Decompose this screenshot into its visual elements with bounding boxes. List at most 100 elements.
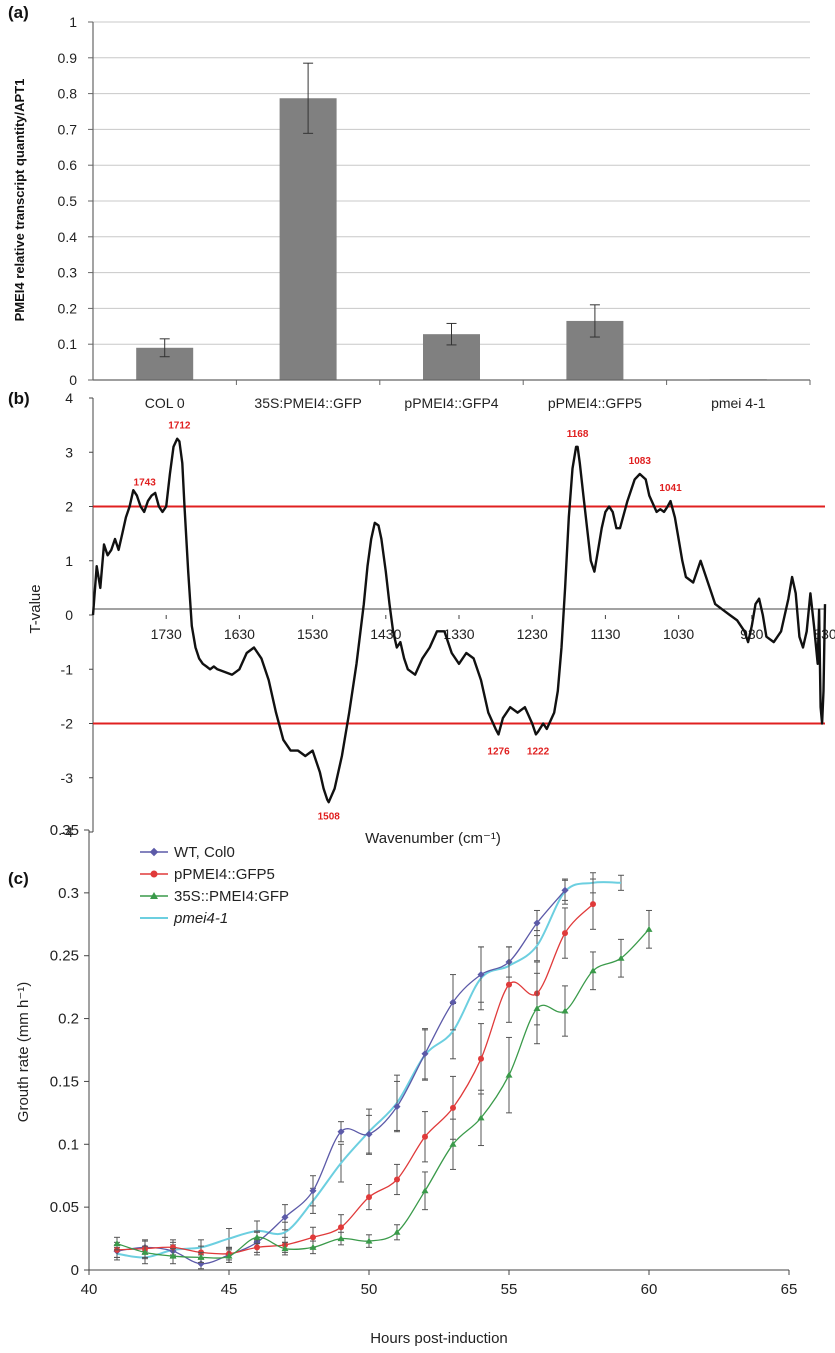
data-point <box>310 1234 316 1241</box>
category-label: pPMEI4::GFP4 <box>404 395 498 411</box>
panel-c-y-ticks: 0 0.05 0.1 0.15 0.2 0.25 0.3 0.35 <box>50 822 89 1279</box>
data-point <box>253 1233 261 1240</box>
panel-b-line-chart: (b) T-value -4 -3 -2 -1 0 1 2 3 4 1730 1630 1530 14… <box>8 389 835 847</box>
data-point <box>422 1133 428 1140</box>
category-label: 35S:PMEI4::GFP <box>254 395 361 411</box>
data-point <box>590 901 596 908</box>
y-tick-label: 0.3 <box>58 265 78 281</box>
data-point <box>505 1071 513 1078</box>
y-tick-label: 2 <box>65 499 73 515</box>
legend-item-wt-col0: WT, Col0 <box>140 844 235 861</box>
data-point <box>450 1104 456 1111</box>
data-point <box>394 1176 400 1183</box>
panel-a-y-ticks: 0 0.1 0.2 0.3 0.4 0.5 0.6 0.7 0.8 0.9 1 <box>58 14 93 388</box>
y-tick-label: 0.6 <box>58 157 78 173</box>
x-tick-label: 1430 <box>370 626 401 642</box>
y-tick-label: 0.2 <box>58 1011 79 1028</box>
series-35s-pmei4-gfp <box>113 909 653 1265</box>
panel-c-label: (c) <box>8 869 29 888</box>
y-tick-label: -3 <box>61 770 74 786</box>
y-tick-label: -1 <box>61 661 74 677</box>
category-label: pPMEI4::GFP5 <box>548 395 642 411</box>
data-point <box>169 1252 177 1259</box>
data-point <box>281 1245 289 1252</box>
series-wt-col0 <box>113 879 569 1270</box>
bar <box>279 98 337 380</box>
y-tick-label: 1 <box>69 14 77 30</box>
panel-b-x-ticks: 1730 1630 1530 1430 1330 1230 1130 1030 930 830 <box>151 615 835 642</box>
data-point <box>366 1194 372 1201</box>
panel-b-threshold-lines <box>93 505 825 725</box>
series-ppmei4-gfp5 <box>114 878 596 1261</box>
peak-label: 1222 <box>527 746 550 757</box>
panel-b-label: (b) <box>8 389 30 408</box>
circle-marker-icon <box>150 870 158 878</box>
x-tick-label: 1030 <box>663 626 694 642</box>
legend-label: pmei4-1 <box>173 910 228 927</box>
data-point <box>449 1140 457 1147</box>
y-tick-label: 0.1 <box>58 1136 79 1153</box>
panel-b-t-value-curve <box>91 437 827 804</box>
data-point <box>337 1235 345 1242</box>
data-point <box>478 1055 484 1062</box>
data-point <box>589 967 597 974</box>
x-tick-label: 1630 <box>224 626 255 642</box>
y-tick-label: 1 <box>65 553 73 569</box>
legend-label: WT, Col0 <box>174 844 235 861</box>
legend-label: pPMEI4::GFP5 <box>174 866 275 883</box>
panel-c-series <box>113 872 653 1270</box>
triangle-marker-icon <box>150 892 158 899</box>
y-tick-label: 4 <box>65 390 73 406</box>
panel-b-x-axis-title: Wavenumber (cm⁻¹) <box>365 830 501 847</box>
y-tick-label: -2 <box>61 716 74 732</box>
data-point <box>338 1224 344 1231</box>
peak-label: 1041 <box>659 483 682 494</box>
y-tick-label: 0.8 <box>58 86 78 102</box>
y-tick-label: 0.25 <box>50 948 79 965</box>
panel-a-bar-chart: (a) PMEI4 relative transcript quantity/A… <box>8 3 811 411</box>
x-tick-label: 60 <box>641 1281 658 1298</box>
x-tick-label: 55 <box>501 1281 518 1298</box>
legend-item-pmei4-1: pmei4-1 <box>140 910 228 927</box>
data-point <box>533 919 541 927</box>
peak-label: 1168 <box>567 429 589 440</box>
data-point <box>533 1005 541 1012</box>
data-point <box>197 1253 205 1260</box>
data-point <box>561 886 569 894</box>
diamond-marker-icon <box>149 847 159 857</box>
y-tick-label: 3 <box>65 444 73 460</box>
panel-c-x-ticks: 40 45 50 55 60 65 <box>81 1270 797 1298</box>
x-tick-label: 45 <box>221 1281 238 1298</box>
data-point <box>141 1248 149 1255</box>
data-point <box>477 1114 485 1121</box>
y-tick-label: -4 <box>61 824 74 840</box>
panel-a-grid <box>93 21 810 345</box>
peak-label: 1508 <box>318 811 341 822</box>
category-label: COL 0 <box>145 395 185 411</box>
peak-label: 1743 <box>134 478 157 489</box>
data-point <box>113 1240 121 1247</box>
y-tick-label: 0.9 <box>58 50 78 66</box>
y-tick-label: 0.1 <box>58 336 78 352</box>
x-tick-label: 1130 <box>590 626 620 642</box>
legend-item-ppmei4-gfp5: pPMEI4::GFP5 <box>140 866 275 883</box>
x-tick-label: 50 <box>361 1281 378 1298</box>
data-point <box>225 1252 233 1259</box>
x-tick-label: 1230 <box>517 626 548 642</box>
panel-a-x-ticks: COL 0 35S:PMEI4::GFP pPMEI4::GFP4 pPMEI4::G… <box>145 380 811 411</box>
y-tick-label: 0.35 <box>50 822 79 839</box>
peak-label: 1083 <box>629 456 652 467</box>
legend-label: 35S::PMEI4:GFP <box>174 888 289 905</box>
peak-label: 1276 <box>487 746 510 757</box>
series-line <box>116 889 566 1265</box>
panel-b-y-ticks: -4 -3 -2 -1 0 1 2 3 4 <box>61 390 93 840</box>
data-point <box>309 1243 317 1250</box>
panel-c-y-axis-title: Grouth rate (mm h⁻¹) <box>15 982 32 1122</box>
y-tick-label: 0.2 <box>58 300 78 316</box>
y-tick-label: 0 <box>65 607 73 623</box>
data-point <box>365 1130 373 1138</box>
category-label: pmei 4-1 <box>711 395 766 411</box>
panel-b-y-axis-title: T-value <box>27 584 44 633</box>
data-point <box>421 1187 429 1194</box>
